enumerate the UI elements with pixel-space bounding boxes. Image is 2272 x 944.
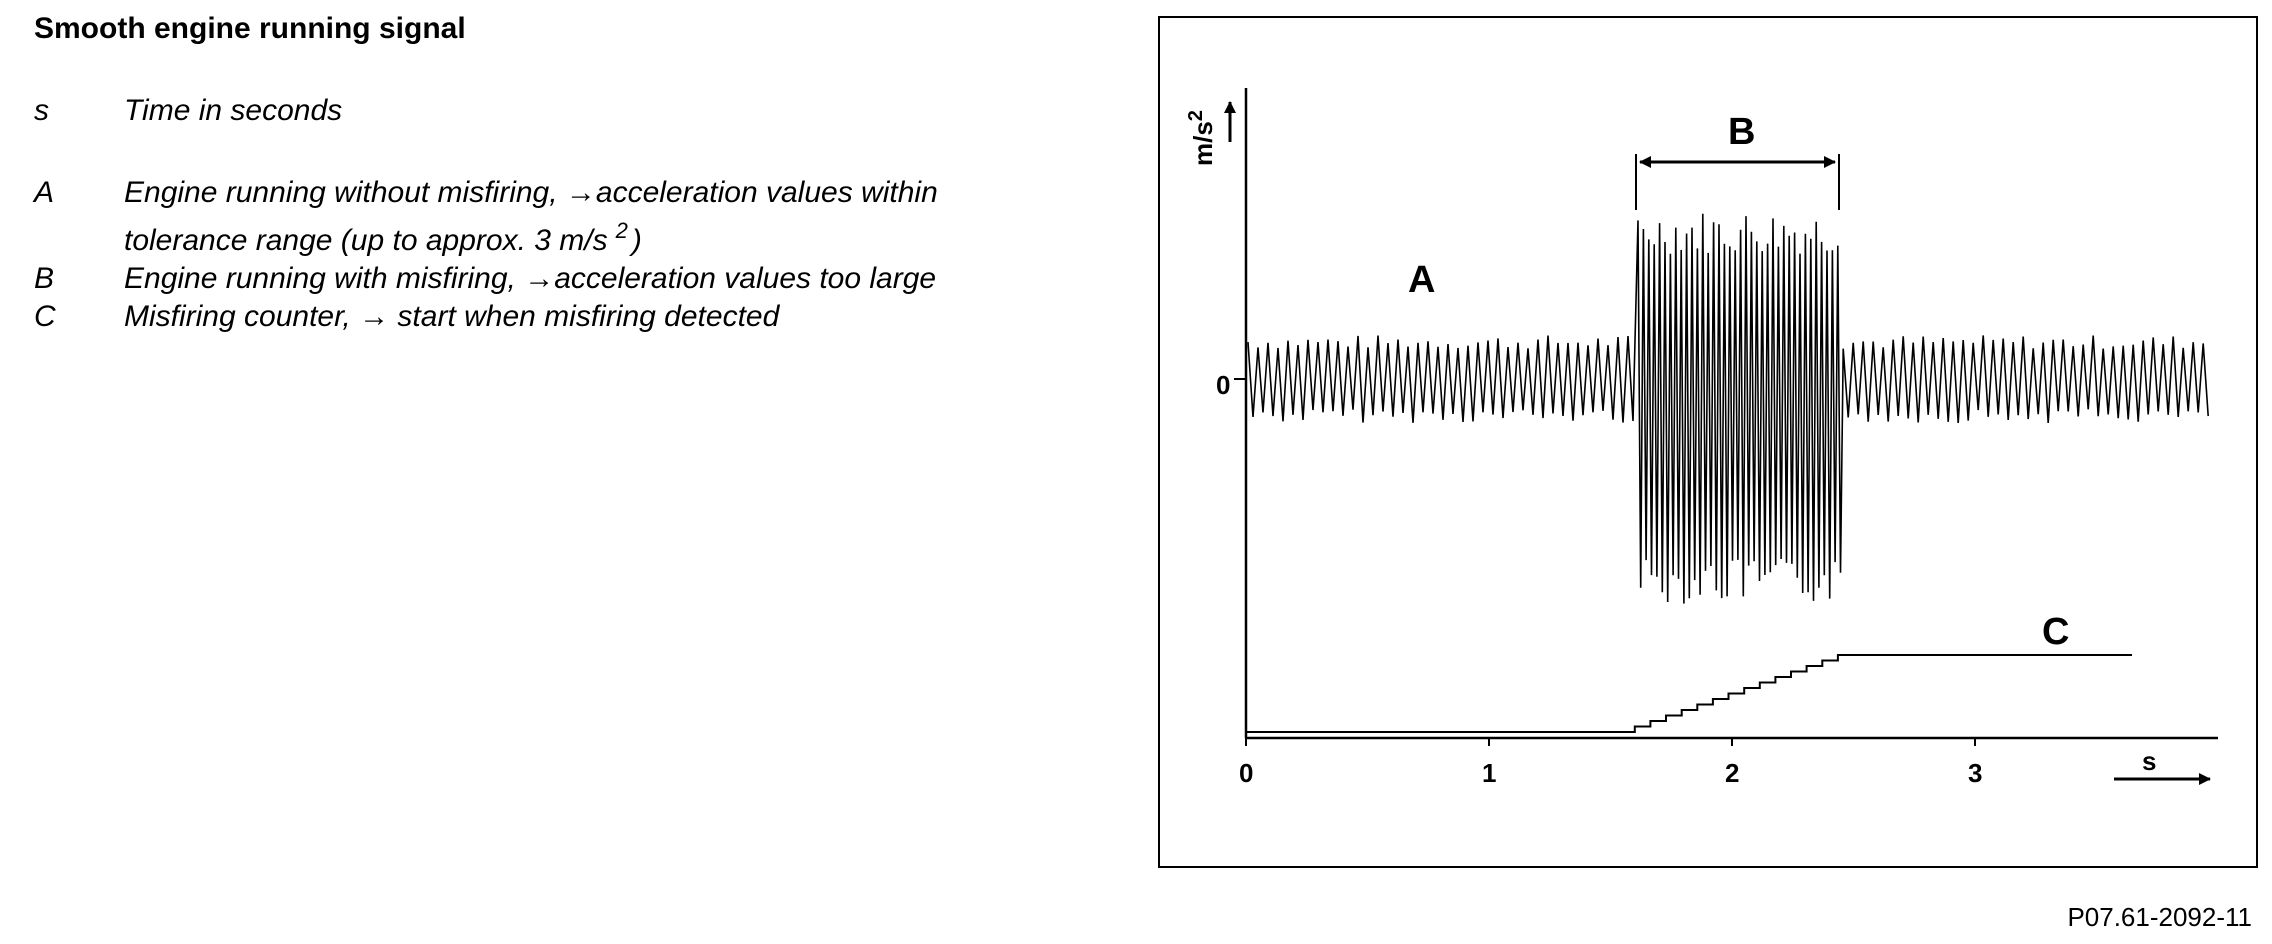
legend-text: Engine running with misfiring, →accelera… [124, 262, 937, 295]
legend-key: s [34, 94, 49, 127]
legend-item-c: C Misfiring counter, → start when misfir… [34, 298, 1114, 336]
legend-text-continued: tolerance range (up to approx. 3 m/s [124, 224, 608, 257]
misfire-counter-trace [1246, 654, 2132, 733]
legend-title: Smooth engine running signal [34, 12, 466, 45]
legend-text-block: Engine running without misfiring, →accel… [124, 174, 1114, 260]
legend-text: Misfiring counter, → start when misfirin… [124, 300, 780, 333]
x-tick-label: 2 [1725, 758, 1739, 788]
figure-frame: m/s2 0 0 1 2 3 s A B C [1158, 16, 2258, 868]
region-a-label: A [1408, 259, 1435, 301]
x-tick-group: 0 1 2 3 [1239, 738, 1982, 788]
x-tick-label: 3 [1968, 758, 1982, 788]
legend-item-b: B Engine running with misfiring, →accele… [34, 260, 1114, 298]
legend-key: C [34, 300, 56, 333]
legend-item-s: s Time in seconds [34, 92, 1114, 130]
legend-text: Time in seconds [124, 94, 343, 127]
legend-item-a: A Engine running without misfiring, →acc… [34, 174, 1114, 260]
x-tick-label: 1 [1482, 758, 1496, 788]
region-b-label: B [1728, 111, 1755, 153]
legend-key: B [34, 262, 55, 295]
legend-superscript: 2 [615, 218, 628, 243]
x-axis-label: s [2142, 746, 2156, 776]
legend-list: s Time in seconds A Engine running witho… [34, 92, 1114, 336]
signal-diagram: m/s2 0 0 1 2 3 s A B C [1185, 88, 2218, 788]
y-zero-label: 0 [1216, 370, 1230, 400]
figure-id: P07.61-2092-11 [2067, 902, 2252, 932]
x-tick-label: 0 [1239, 758, 1253, 788]
region-c-label: C [2042, 611, 2069, 653]
legend-text-close: ) [631, 224, 642, 257]
acceleration-signal-trace [1247, 213, 2209, 604]
legend-text: Engine running without misfiring, →accel… [124, 176, 938, 209]
legend-key: A [34, 176, 55, 209]
y-axis-label: m/s2 [1185, 110, 1218, 166]
